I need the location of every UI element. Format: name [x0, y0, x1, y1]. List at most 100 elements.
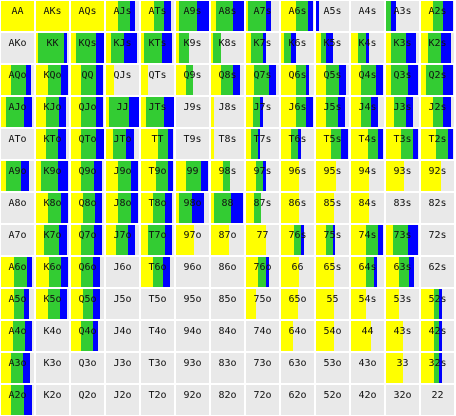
hand-cell-ajs[interactable]: AJs — [106, 1, 139, 31]
hand-cell-kts[interactable]: KTs — [141, 33, 174, 63]
hand-cell-j6o[interactable]: J6o — [106, 257, 139, 287]
hand-cell-92o[interactable]: 92o — [176, 385, 209, 415]
hand-cell-65o[interactable]: 65o — [281, 289, 314, 319]
hand-cell-92s[interactable]: 92s — [421, 161, 454, 191]
hand-cell-q7o[interactable]: Q7o — [71, 225, 104, 255]
hand-cell-aks[interactable]: AKs — [36, 1, 69, 31]
hand-cell-95s[interactable]: 95s — [316, 161, 349, 191]
hand-cell-k7o[interactable]: K7o — [36, 225, 69, 255]
hand-cell-a7o[interactable]: A7o — [1, 225, 34, 255]
hand-cell-t7s[interactable]: T7s — [246, 129, 279, 159]
hand-cell-q8s[interactable]: Q8s — [211, 65, 244, 95]
hand-cell-62s[interactable]: 62s — [421, 257, 454, 287]
hand-cell-97o[interactable]: 97o — [176, 225, 209, 255]
hand-cell-82s[interactable]: 82s — [421, 193, 454, 223]
hand-cell-k5o[interactable]: K5o — [36, 289, 69, 319]
hand-cell-74o[interactable]: 74o — [246, 321, 279, 351]
hand-cell-t9o[interactable]: T9o — [141, 161, 174, 191]
hand-cell-qq[interactable]: QQ — [71, 65, 104, 95]
hand-cell-jj[interactable]: JJ — [106, 97, 139, 127]
hand-cell-94o[interactable]: 94o — [176, 321, 209, 351]
hand-cell-a7s[interactable]: A7s — [246, 1, 279, 31]
hand-cell-22[interactable]: 22 — [421, 385, 454, 415]
hand-cell-83s[interactable]: 83s — [386, 193, 419, 223]
hand-cell-jto[interactable]: JTo — [106, 129, 139, 159]
hand-cell-85o[interactable]: 85o — [211, 289, 244, 319]
hand-cell-qts[interactable]: QTs — [141, 65, 174, 95]
hand-cell-k2s[interactable]: K2s — [421, 33, 454, 63]
hand-cell-42s[interactable]: 42s — [421, 321, 454, 351]
hand-cell-t4o[interactable]: T4o — [141, 321, 174, 351]
hand-cell-q9o[interactable]: Q9o — [71, 161, 104, 191]
hand-cell-jts[interactable]: JTs — [141, 97, 174, 127]
hand-cell-t9s[interactable]: T9s — [176, 129, 209, 159]
hand-cell-j8o[interactable]: J8o — [106, 193, 139, 223]
hand-cell-87o[interactable]: 87o — [211, 225, 244, 255]
hand-cell-a6s[interactable]: A6s — [281, 1, 314, 31]
hand-cell-93o[interactable]: 93o — [176, 353, 209, 383]
hand-cell-kqo[interactable]: KQo — [36, 65, 69, 95]
hand-cell-43o[interactable]: 43o — [351, 353, 384, 383]
hand-cell-k8s[interactable]: K8s — [211, 33, 244, 63]
hand-cell-a9o[interactable]: A9o — [1, 161, 34, 191]
hand-cell-95o[interactable]: 95o — [176, 289, 209, 319]
hand-cell-k2o[interactable]: K2o — [36, 385, 69, 415]
hand-cell-64s[interactable]: 64s — [351, 257, 384, 287]
hand-cell-t5o[interactable]: T5o — [141, 289, 174, 319]
hand-cell-54s[interactable]: 54s — [351, 289, 384, 319]
hand-cell-q6o[interactable]: Q6o — [71, 257, 104, 287]
hand-cell-j7o[interactable]: J7o — [106, 225, 139, 255]
hand-cell-k8o[interactable]: K8o — [36, 193, 69, 223]
hand-cell-tt[interactable]: TT — [141, 129, 174, 159]
hand-cell-73o[interactable]: 73o — [246, 353, 279, 383]
hand-cell-q3s[interactable]: Q3s — [386, 65, 419, 95]
hand-cell-72s[interactable]: 72s — [421, 225, 454, 255]
hand-cell-j9o[interactable]: J9o — [106, 161, 139, 191]
hand-cell-j2o[interactable]: J2o — [106, 385, 139, 415]
hand-cell-j5o[interactable]: J5o — [106, 289, 139, 319]
hand-cell-qto[interactable]: QTo — [71, 129, 104, 159]
hand-cell-q9s[interactable]: Q9s — [176, 65, 209, 95]
hand-cell-a4s[interactable]: A4s — [351, 1, 384, 31]
hand-cell-75o[interactable]: 75o — [246, 289, 279, 319]
hand-cell-75s[interactable]: 75s — [316, 225, 349, 255]
hand-cell-j6s[interactable]: J6s — [281, 97, 314, 127]
hand-cell-a8o[interactable]: A8o — [1, 193, 34, 223]
hand-cell-k9s[interactable]: K9s — [176, 33, 209, 63]
hand-cell-ato[interactable]: ATo — [1, 129, 34, 159]
hand-cell-kjs[interactable]: KJs — [106, 33, 139, 63]
hand-cell-aqo[interactable]: AQo — [1, 65, 34, 95]
hand-cell-q4s[interactable]: Q4s — [351, 65, 384, 95]
hand-cell-76o[interactable]: 76o — [246, 257, 279, 287]
hand-cell-43s[interactable]: 43s — [386, 321, 419, 351]
hand-cell-a3o[interactable]: A3o — [1, 353, 34, 383]
hand-cell-j4s[interactable]: J4s — [351, 97, 384, 127]
hand-cell-qjs[interactable]: QJs — [106, 65, 139, 95]
hand-cell-76s[interactable]: 76s — [281, 225, 314, 255]
hand-cell-77[interactable]: 77 — [246, 225, 279, 255]
hand-cell-t4s[interactable]: T4s — [351, 129, 384, 159]
hand-cell-kqs[interactable]: KQs — [71, 33, 104, 63]
hand-cell-88[interactable]: 88 — [211, 193, 244, 223]
hand-cell-94s[interactable]: 94s — [351, 161, 384, 191]
hand-cell-83o[interactable]: 83o — [211, 353, 244, 383]
hand-cell-q6s[interactable]: Q6s — [281, 65, 314, 95]
hand-cell-52s[interactable]: 52s — [421, 289, 454, 319]
hand-cell-q5s[interactable]: Q5s — [316, 65, 349, 95]
hand-cell-44[interactable]: 44 — [351, 321, 384, 351]
hand-cell-32o[interactable]: 32o — [386, 385, 419, 415]
hand-cell-k6o[interactable]: K6o — [36, 257, 69, 287]
hand-cell-84o[interactable]: 84o — [211, 321, 244, 351]
hand-cell-j7s[interactable]: J7s — [246, 97, 279, 127]
hand-cell-q5o[interactable]: Q5o — [71, 289, 104, 319]
hand-cell-a6o[interactable]: A6o — [1, 257, 34, 287]
hand-cell-k9o[interactable]: K9o — [36, 161, 69, 191]
hand-cell-q2o[interactable]: Q2o — [71, 385, 104, 415]
hand-cell-a2o[interactable]: A2o — [1, 385, 34, 415]
hand-cell-33[interactable]: 33 — [386, 353, 419, 383]
hand-cell-ako[interactable]: AKo — [1, 33, 34, 63]
hand-cell-t7o[interactable]: T7o — [141, 225, 174, 255]
hand-cell-98o[interactable]: 98o — [176, 193, 209, 223]
hand-cell-q7s[interactable]: Q7s — [246, 65, 279, 95]
hand-cell-a2s[interactable]: A2s — [421, 1, 454, 31]
